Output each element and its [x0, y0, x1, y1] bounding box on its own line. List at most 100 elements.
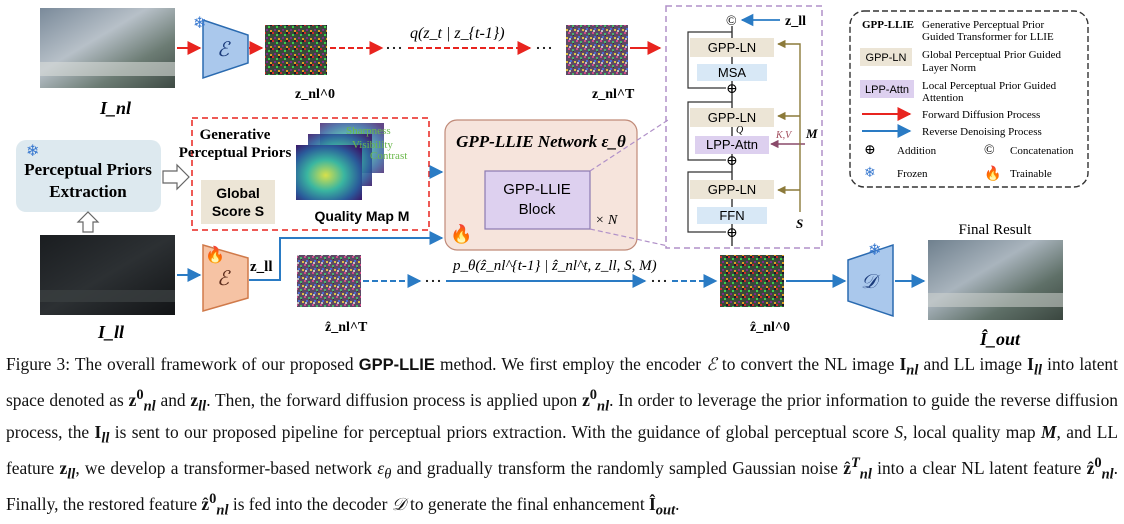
caption-text: . — [675, 494, 680, 515]
zll-label: z_ll — [250, 259, 273, 275]
legend-concat-label: Concatenation — [1010, 145, 1074, 157]
encoder-top — [202, 18, 249, 80]
gen-priors-line2: Perceptual Priors — [179, 145, 292, 161]
output-image — [928, 240, 1063, 320]
legend-snowflake-icon: ❄ — [864, 166, 876, 181]
legend-box — [849, 10, 1089, 188]
global-score-line2: Score S — [212, 203, 264, 219]
encoder-bottom — [202, 244, 249, 312]
skip-3 — [687, 171, 732, 233]
z-nl0-latent — [265, 25, 327, 75]
quality-map-label: Quality Map M — [315, 208, 410, 224]
block-zll-label: z_ll — [785, 14, 806, 29]
zhat-T-latent — [297, 255, 361, 307]
ll-image-label: I_ll — [97, 322, 124, 342]
zll-to-network — [249, 231, 444, 281]
snowflake-icon: ❄ — [26, 143, 39, 160]
q-process-label: q(z_t | z_{t-1}) — [410, 25, 505, 42]
caption-text: . In order to leverage the prior informa… — [6, 390, 1118, 442]
quality-map-1 — [296, 145, 362, 200]
concat-icon: © — [726, 14, 737, 29]
legend-reverse-label: Reverse Denoising Process — [922, 126, 1042, 138]
perceptual-priors-box — [16, 140, 161, 212]
times-n-label: × N — [595, 213, 618, 228]
legend-gppln-swatch — [860, 48, 912, 66]
gppln-3-label: GPP-LN — [708, 182, 756, 197]
zhat-T-label: ẑ_nl^T — [325, 320, 368, 335]
output-label: Î_out — [979, 328, 1021, 349]
final-result-label: Final Result — [959, 222, 1033, 238]
caption-method: GPP-LLIE — [358, 356, 435, 374]
gppln-2 — [690, 108, 774, 127]
legend-fire-icon: 🔥 — [984, 165, 1001, 182]
nl-image-stripe — [40, 62, 175, 76]
kv-label: K,V — [775, 130, 793, 141]
nl-image-label: I_nl — [99, 98, 131, 118]
add-icon-1: ⊕ — [726, 82, 738, 97]
perceptual-title-1: Perceptual Priors — [24, 160, 152, 179]
caption-text: , we develop a transformer-based network — [75, 458, 373, 478]
caption-text: to generate the final enhancement — [410, 494, 645, 515]
sym-z0: z0nl — [128, 387, 156, 415]
legend-forward-label: Forward Diffusion Process — [922, 109, 1040, 121]
msa-box — [697, 64, 767, 81]
legend-gpp-llie-desc1: Generative Perceptual Prior — [922, 19, 1045, 31]
caption-text: to convert the NL image — [721, 354, 895, 374]
sym-Inl: Inl — [899, 354, 919, 379]
caption-text: method. We first employ the encoder — [439, 354, 702, 374]
caption-prefix: Figure 3: The overall framework of our p… — [6, 354, 354, 374]
q-label: Q — [736, 125, 744, 136]
qm-word-contrast: Contrast — [370, 150, 407, 162]
legend-lpp-desc1: Local Perceptual Prior Guided — [922, 80, 1057, 92]
ffn-box — [697, 207, 767, 224]
z-nl0-label: z_nl^0 — [295, 87, 335, 102]
zhat-0-latent — [720, 255, 784, 307]
caption-text: into a clear NL latent feature — [877, 458, 1082, 478]
legend-gppln-desc1: Global Perceptual Prior Guided — [922, 49, 1061, 61]
sym-Ill: Ill — [94, 421, 110, 447]
block-line2: Block — [519, 201, 556, 218]
zhat-0-label: ẑ_nl^0 — [750, 320, 790, 335]
legend-lpp-name: LPP-Attn — [865, 84, 909, 96]
skip-1 — [687, 31, 732, 89]
block-detail-box — [665, 5, 823, 249]
sym-zll: zll — [59, 458, 76, 483]
sym-Ill: Ill — [1027, 354, 1042, 379]
dots-bottom-1: ··· — [424, 271, 442, 291]
lpp-attn-label: LPP-Attn — [706, 137, 758, 152]
ll-image — [40, 235, 175, 315]
lpp-attn-box — [695, 136, 769, 154]
p-process-label: p_θ(ẑ_nl^{t-1} | ẑ_nl^t, z_ll, S, M) — [452, 258, 657, 274]
output-image-stripe — [928, 293, 1063, 307]
legend-gppln-name: GPP-LN — [866, 52, 907, 64]
gppln-1 — [690, 38, 774, 57]
legend-addition-label: Addition — [897, 145, 937, 157]
fire-icon: 🔥 — [205, 245, 225, 264]
qm-word-visibility: Visibility — [352, 139, 393, 151]
sym-M: M — [1041, 421, 1057, 442]
framework-diagram: I_nl ℰ ❄ z_nl^0 ··· q(z_t | z_{t-1}) ···… — [16, 5, 1089, 349]
block-line1: GPP-LLIE — [503, 181, 571, 198]
dots-top-2: ··· — [535, 38, 553, 58]
gppln-3 — [690, 180, 774, 199]
snowflake-icon: ❄ — [868, 242, 881, 259]
legend-trainable-label: Trainable — [1010, 168, 1052, 180]
msa-label: MSA — [718, 65, 747, 80]
fire-icon: 🔥 — [450, 223, 472, 244]
arrow-perc-to-gen — [162, 163, 190, 191]
legend-gppln-desc2: Layer Norm — [922, 62, 977, 74]
caption-text: . Then, the forward diffusion process is… — [206, 390, 578, 411]
s-line — [777, 39, 801, 212]
legend-gpp-llie-name: GPP-LLIE — [862, 19, 914, 31]
decoder-symbol: 𝒟 — [861, 271, 881, 293]
snowflake-icon: ❄ — [193, 15, 206, 32]
network-title: GPP-LLIE Network ε_θ — [456, 132, 626, 151]
decoder — [847, 243, 894, 318]
dots-bottom-2: ··· — [650, 271, 668, 291]
encoder-top-symbol: ℰ — [217, 39, 231, 61]
caption-text: is fed into the decoder — [232, 494, 388, 515]
perceptual-title-2: Extraction — [49, 182, 127, 201]
sym-z0: z0nl — [582, 387, 610, 415]
caption-text: is sent to our proposed pipeline for per… — [114, 421, 889, 442]
legend-lpp-swatch — [860, 80, 914, 98]
